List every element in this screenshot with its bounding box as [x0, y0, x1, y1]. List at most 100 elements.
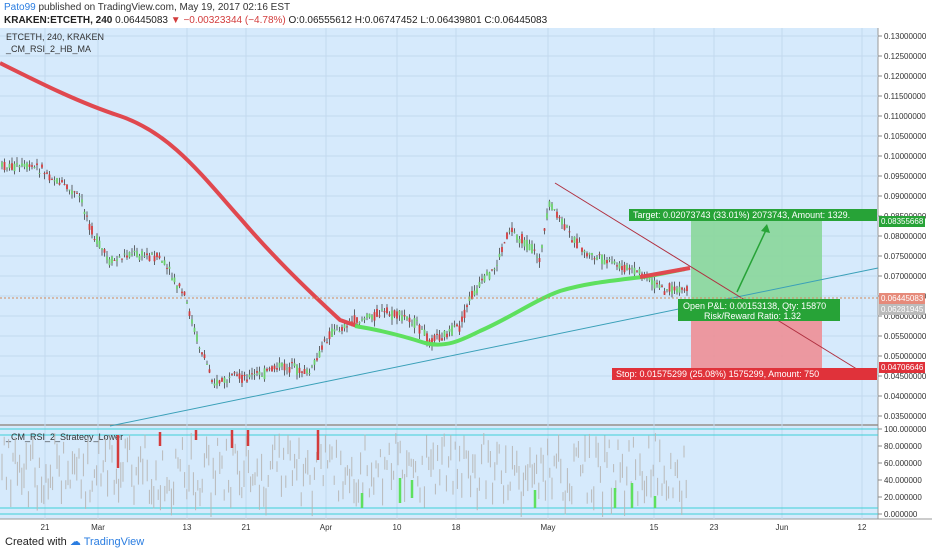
current-price-2: 0.06281945 — [881, 305, 924, 314]
candle-body — [343, 324, 346, 329]
ma-red-line[interactable] — [0, 61, 361, 329]
rsi-guide-lines — [0, 428, 878, 515]
time-axis[interactable]: 21 Mar 13 21 Apr 10 18 May 15 23 Jun 12 — [41, 523, 867, 532]
candle-body — [598, 254, 601, 256]
candle-body — [618, 263, 621, 269]
resistance-trendline[interactable] — [554, 182, 861, 372]
candle-body — [411, 324, 413, 326]
candle-body — [603, 259, 606, 265]
time-axis-label: 10 — [393, 523, 402, 532]
candle-body — [521, 234, 523, 244]
candle-body — [516, 234, 518, 240]
footer: Created with ☁ TradingView — [0, 533, 932, 550]
candle-body — [318, 351, 321, 358]
candle-body — [371, 315, 373, 320]
candle-body — [321, 345, 323, 350]
candle-body — [443, 330, 446, 338]
candle-body — [141, 251, 143, 256]
candle-body — [178, 283, 181, 287]
price-axis-label: 0.11000000 — [884, 112, 926, 121]
candle-body — [311, 365, 313, 367]
candle-body — [328, 331, 331, 340]
candle-body — [313, 359, 316, 365]
lower-pane-bg[interactable] — [0, 426, 878, 519]
close-label: C: — [484, 15, 495, 26]
candle-body — [436, 333, 438, 335]
candle-body — [586, 253, 588, 257]
candle-body — [466, 305, 468, 308]
lower-axis-label: 40.000000 — [884, 476, 922, 485]
rsi-series[interactable] — [1, 430, 687, 517]
target-label-box[interactable] — [629, 209, 877, 221]
candle-body — [91, 225, 93, 235]
candle-body — [81, 199, 83, 203]
candle-body — [451, 325, 453, 336]
stop-label-box[interactable] — [612, 368, 877, 380]
candle-body — [591, 253, 593, 256]
candle-body — [648, 278, 651, 281]
target-label: Target: 0.02073743 (33.01%) 2073743, Amo… — [633, 210, 850, 220]
candle-body — [416, 320, 418, 322]
candle-body — [78, 196, 81, 198]
candle-body — [138, 255, 141, 260]
candle-body — [338, 331, 341, 333]
candle-body — [28, 164, 31, 167]
low-label: L: — [420, 15, 429, 26]
time-axis-label: 21 — [41, 523, 50, 532]
candle-body — [336, 326, 338, 328]
candle-body — [366, 314, 368, 318]
candle-body — [556, 211, 558, 218]
candle-body — [291, 361, 293, 364]
open-label: O: — [288, 15, 300, 26]
target-zone[interactable] — [691, 220, 822, 308]
candle-body — [68, 189, 71, 191]
candle-body — [268, 368, 271, 370]
price-axis-bg[interactable] — [878, 28, 932, 519]
chart-area[interactable]: ETCETH, 240, KRAKEN _CM_RSI_2_HB_MA _CM_… — [0, 28, 932, 533]
candle-body — [41, 164, 43, 168]
candle-body — [408, 317, 411, 323]
chart-svg[interactable]: ETCETH, 240, KRAKEN _CM_RSI_2_HB_MA _CM_… — [0, 28, 932, 533]
candle-body — [346, 326, 348, 328]
time-axis-label: 23 — [710, 523, 719, 532]
ma-green-line[interactable] — [354, 267, 686, 347]
author-link[interactable]: Pato99 — [4, 2, 36, 13]
tradingview-brand[interactable]: TradingView — [83, 536, 145, 548]
pnl-label-box[interactable] — [678, 299, 840, 321]
candle-body — [38, 172, 41, 174]
candle-body — [11, 163, 13, 170]
candle-body — [258, 371, 261, 375]
ma-red-tail[interactable] — [639, 266, 691, 279]
candle-body — [261, 375, 263, 377]
candle-body — [663, 291, 666, 295]
price-axis-label: 0.12000000 — [884, 72, 927, 81]
price-axis-label: 0.10000000 — [884, 152, 927, 161]
candle-body — [106, 256, 108, 260]
candle-body — [673, 286, 676, 291]
candle-body — [363, 318, 366, 320]
candle-body — [293, 363, 296, 367]
candle-body — [553, 209, 556, 211]
candle-body — [511, 227, 513, 233]
candle-body — [458, 325, 461, 332]
candle-body — [463, 309, 466, 318]
candle-body — [651, 279, 653, 285]
candle-body — [273, 365, 276, 370]
open-value: 0.06555612 — [299, 15, 352, 26]
candle-body — [536, 256, 538, 258]
tradingview-logo-icon[interactable]: ☁ — [69, 536, 81, 548]
candle-body — [473, 290, 476, 296]
candle-body — [508, 230, 511, 232]
candle-body — [51, 179, 53, 181]
candle-body — [316, 358, 318, 361]
candle-body — [551, 203, 553, 210]
candle-body — [653, 280, 656, 289]
candle-body — [476, 288, 478, 294]
candle-body — [461, 316, 463, 322]
lower-axis[interactable]: 100.000000 80.000000 60.000000 40.000000 20.… — [878, 425, 927, 519]
high-value: 0.06747452 — [364, 15, 418, 26]
candle-body — [341, 327, 343, 331]
candle-body — [633, 267, 636, 275]
stop-price: 0.04706646 — [881, 363, 924, 372]
support-trendline[interactable] — [109, 267, 879, 427]
